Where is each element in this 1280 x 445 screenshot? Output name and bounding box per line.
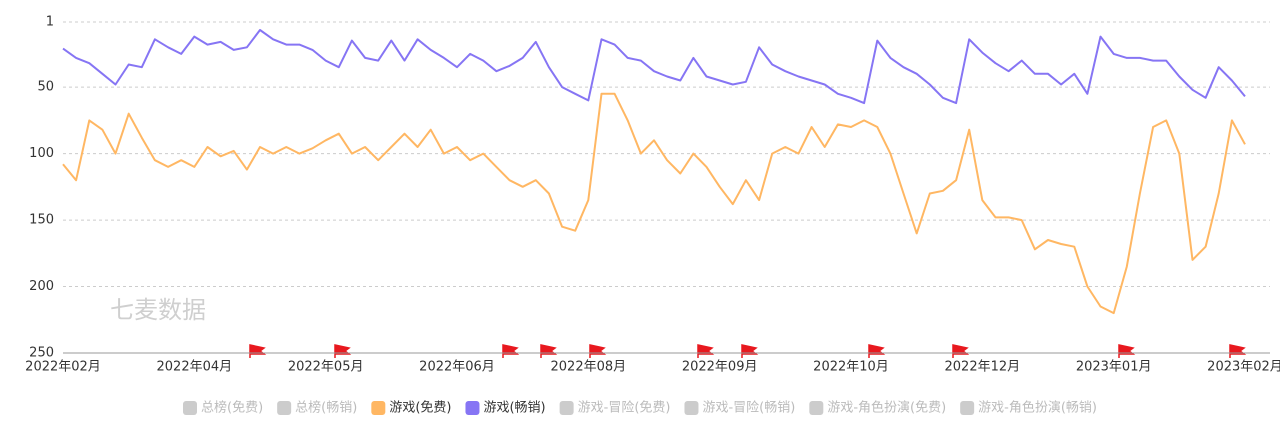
legend-swatch (277, 401, 292, 415)
watermark: 七麦数据 (110, 296, 206, 324)
legend-swatch (465, 401, 480, 415)
legend: 总榜(免费) 总榜(畅销) 游戏(免费) 游戏(畅销) 游戏-冒险(免费) 游戏-冒险(畅… (183, 400, 1097, 416)
x-tick-label: 2022年04月 (157, 360, 233, 375)
legend-swatch (809, 401, 824, 415)
legend-swatch (183, 401, 197, 415)
y-tick-label: 250 (29, 346, 54, 361)
x-tick-label: 2022年08月 (551, 360, 627, 375)
x-tick-label: 2023年01月 (1076, 360, 1152, 375)
x-tick-label: 2022年12月 (945, 360, 1021, 375)
legend-item[interactable]: 游戏-冒险(免费) (559, 401, 671, 416)
legend-swatch (684, 401, 699, 415)
x-tick-label: 2022年02月 (25, 360, 101, 375)
y-tick-label: 200 (29, 279, 54, 294)
legend-item[interactable]: 总榜(畅销) (277, 400, 357, 416)
legend-item[interactable]: 游戏-冒险(畅销) (684, 401, 795, 416)
series-line (62, 29, 1246, 105)
x-tick-label: 2022年05月 (288, 360, 364, 375)
x-tick-label: 2022年06月 (419, 360, 495, 375)
event-flags (249, 344, 1247, 358)
legend-swatch (559, 401, 574, 415)
legend-label: 游戏-冒险(免费) (578, 401, 671, 416)
x-tick-label: 2022年10月 (813, 360, 889, 375)
legend-label: 游戏(免费) (389, 401, 451, 416)
y-tick-label: 1 (46, 15, 54, 30)
legend-swatch (371, 401, 386, 415)
y-tick-label: 100 (29, 146, 54, 161)
legend-label: 游戏(畅销) (483, 401, 545, 416)
legend-swatch (960, 401, 975, 415)
legend-label: 游戏-角色扮演(免费) (827, 400, 946, 416)
x-tick-label: 2022年09月 (682, 360, 758, 375)
legend-item[interactable]: 总榜(免费) (183, 400, 263, 416)
legend-item[interactable]: 游戏-角色扮演(畅销) (960, 400, 1097, 416)
series-line (62, 92, 1246, 315)
legend-label: 总榜(畅销) (295, 400, 357, 416)
x-tick-label: 2023年02月 (1207, 360, 1280, 375)
legend-label: 总榜(免费) (201, 400, 263, 416)
y-tick-label: 50 (37, 80, 54, 95)
y-tick-label: 150 (29, 213, 54, 228)
legend-label: 游戏-冒险(畅销) (702, 401, 795, 416)
legend-item[interactable]: 游戏(畅销) (465, 401, 546, 416)
legend-item[interactable]: 游戏-角色扮演(免费) (809, 400, 946, 416)
legend-item[interactable]: 游戏(免费) (371, 401, 451, 416)
legend-label: 游戏-角色扮演(畅销) (978, 400, 1097, 416)
